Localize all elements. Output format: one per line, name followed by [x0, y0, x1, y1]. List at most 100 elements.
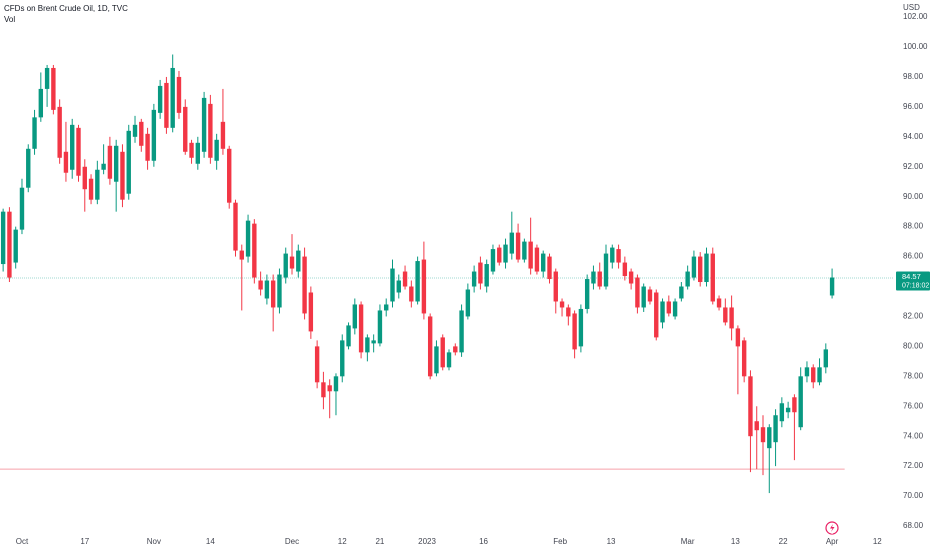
x-tick-label: 22	[779, 537, 788, 546]
candle-body	[145, 133, 150, 161]
candle-body	[729, 307, 734, 329]
icon-bolt	[830, 524, 835, 532]
candle-body	[327, 385, 332, 392]
candle-body	[201, 97, 207, 152]
y-tick-label: 96.00	[903, 102, 924, 111]
candle-body	[57, 106, 62, 158]
currency-label: USD	[903, 3, 920, 12]
candle-body	[610, 247, 615, 263]
candle-body	[760, 427, 766, 443]
price-box	[896, 271, 930, 291]
candle-body	[459, 310, 464, 353]
y-tick-label: 92.00	[903, 162, 924, 171]
x-tick-label: 13	[607, 537, 616, 546]
candle-body	[170, 67, 175, 128]
candle-body	[773, 415, 778, 443]
candle-body	[132, 124, 138, 137]
candle-body	[88, 178, 94, 200]
x-tick-label: Oct	[16, 537, 29, 546]
candle-body	[384, 304, 389, 311]
candle-body	[264, 280, 270, 299]
y-tick-label: 100.00	[903, 42, 928, 51]
candle-body	[654, 292, 659, 338]
candle-body	[151, 109, 157, 161]
candle-body	[804, 367, 810, 377]
candle-body	[679, 286, 684, 299]
candle-body	[591, 271, 596, 284]
price-label: 84.57	[902, 272, 921, 281]
candle-body	[698, 256, 703, 283]
y-tick-label: 78.00	[903, 371, 924, 380]
candle-body	[157, 85, 163, 113]
x-tick-label: 12	[338, 537, 347, 546]
y-tick-label: 88.00	[903, 222, 924, 231]
candle-body	[308, 292, 314, 332]
candle-body	[515, 232, 521, 260]
candle-body	[0, 211, 6, 265]
candle-body	[245, 220, 251, 257]
candle-body	[522, 241, 527, 260]
candle-body	[572, 313, 577, 350]
candle-body	[484, 264, 489, 287]
candle-body	[616, 249, 621, 263]
candle-body	[82, 166, 87, 190]
x-tick-label: Nov	[147, 537, 161, 546]
candle-body	[101, 163, 106, 170]
y-tick-label: 70.00	[903, 491, 924, 500]
candle-body	[434, 346, 439, 374]
candle-body	[685, 271, 690, 287]
candle-body	[635, 277, 640, 308]
x-tick-label: 21	[375, 537, 384, 546]
candle-body	[258, 280, 263, 290]
candle-body	[120, 151, 125, 200]
candle-body	[823, 349, 829, 368]
candle-body	[628, 271, 634, 284]
candle-body	[453, 346, 458, 353]
candle-body	[672, 301, 678, 317]
candle-body	[723, 307, 728, 323]
x-tick-label: 16	[479, 537, 488, 546]
candle-body	[811, 367, 816, 383]
candle-body	[597, 271, 602, 287]
y-tick-label: 72.00	[903, 461, 924, 470]
candle-body	[195, 142, 201, 164]
candle-body	[227, 148, 232, 203]
x-tick-label: Dec	[285, 537, 299, 546]
candle-body	[704, 253, 709, 283]
candle-body	[767, 427, 772, 449]
candle-body	[51, 67, 56, 110]
candle-body	[126, 130, 131, 194]
candle-body	[390, 268, 395, 302]
candle-body	[490, 249, 496, 272]
candle-body	[446, 352, 452, 368]
candle-body	[465, 289, 471, 317]
candle-body	[415, 261, 420, 302]
candle-body	[352, 304, 358, 329]
candle-body	[559, 301, 565, 308]
x-tick-label: Mar	[681, 537, 695, 546]
candle-body	[283, 253, 288, 278]
y-tick-label: 98.00	[903, 72, 924, 81]
y-tick-label: 76.00	[903, 401, 924, 410]
candle-body	[44, 67, 50, 89]
x-tick-label: 2023	[418, 537, 436, 546]
candle-body	[346, 325, 351, 347]
x-tick-label: 17	[80, 537, 89, 546]
y-tick-label: 82.00	[903, 312, 924, 321]
candle-body	[13, 229, 18, 263]
candle-body	[302, 256, 307, 314]
candle-body	[164, 82, 169, 128]
candle-body	[402, 271, 408, 287]
candle-body	[509, 232, 515, 254]
candle-body	[741, 340, 747, 377]
candle-body	[478, 262, 483, 284]
countdown-label: 07:18:02	[902, 282, 929, 289]
candle-body	[63, 151, 69, 173]
candle-body	[427, 316, 433, 377]
candle-body	[603, 253, 609, 287]
candle-body	[252, 223, 257, 278]
candle-body	[528, 241, 533, 269]
candle-body	[289, 256, 295, 269]
candle-body	[503, 244, 508, 263]
